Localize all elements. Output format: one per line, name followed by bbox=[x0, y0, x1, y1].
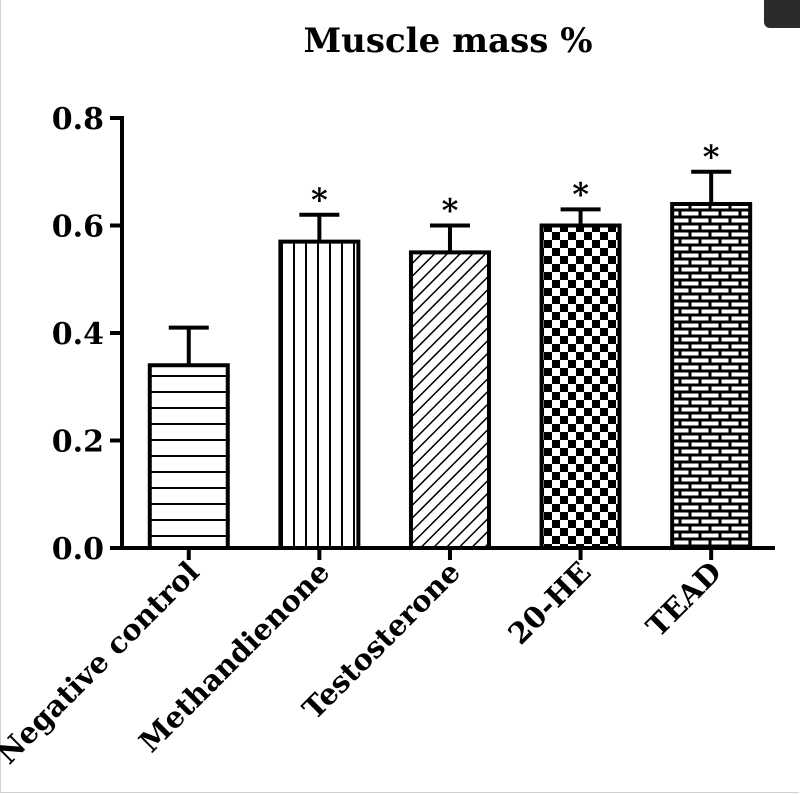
y-axis: 0.0 0.2 0.4 0.6 0.8 bbox=[52, 102, 124, 567]
expand-icon[interactable] bbox=[764, 0, 800, 28]
bar bbox=[278, 239, 361, 550]
x-tick-label: 20-HE bbox=[501, 555, 597, 651]
bar-group: * bbox=[278, 181, 361, 550]
bar-group bbox=[147, 325, 230, 550]
bar bbox=[670, 202, 753, 550]
y-tick-label: 0.6 bbox=[52, 210, 104, 245]
y-tick-label: 0.0 bbox=[52, 532, 104, 567]
x-axis: Negative controlMethandienoneTestosteron… bbox=[0, 546, 775, 771]
chart-title: Muscle mass % bbox=[303, 21, 592, 61]
y-tick-label: 0.8 bbox=[52, 102, 104, 137]
significance-marker: * bbox=[572, 175, 589, 213]
significance-marker: * bbox=[703, 138, 720, 176]
y-tick-label: 0.2 bbox=[52, 425, 104, 460]
bars: * * * * bbox=[147, 138, 753, 550]
significance-marker: * bbox=[442, 192, 459, 230]
bar-group: * bbox=[408, 192, 491, 550]
bar bbox=[408, 250, 491, 550]
bar bbox=[539, 223, 622, 550]
bar-group: * bbox=[539, 175, 622, 550]
y-tick-label: 0.4 bbox=[52, 317, 104, 352]
bar-group: * bbox=[670, 138, 753, 550]
significance-marker: * bbox=[311, 181, 328, 219]
x-tick-label: TEAD bbox=[639, 555, 728, 644]
bar bbox=[147, 363, 230, 550]
